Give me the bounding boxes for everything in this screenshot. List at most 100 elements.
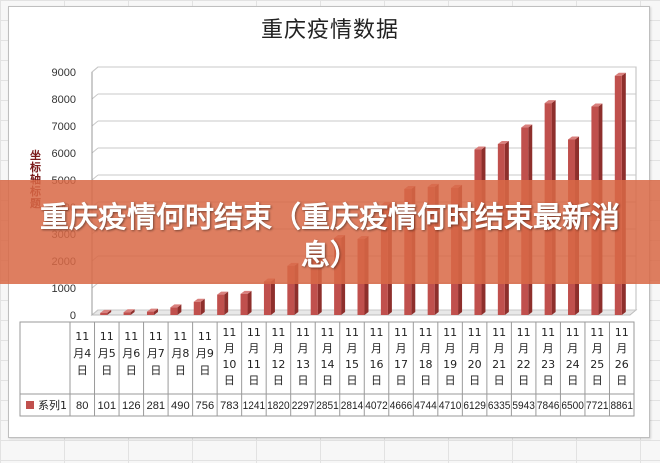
data-table-value: 8861 (610, 400, 633, 412)
x-tick-label: 18 (419, 358, 433, 371)
data-table-value: 4710 (439, 400, 462, 412)
bar-top (193, 298, 205, 302)
x-tick-label: 月 (297, 342, 308, 355)
bar (170, 307, 178, 315)
gridline-depth (91, 147, 99, 154)
gridline-depth (91, 120, 99, 127)
data-table-value: 281 (147, 400, 166, 412)
x-tick-label: 11 (271, 326, 285, 339)
x-tick-label: 14 (320, 358, 334, 371)
data-table-value: 6500 (561, 400, 584, 412)
bar-top (497, 140, 509, 144)
x-tick-label: 月 (347, 342, 358, 355)
x-tick-label: 日 (420, 374, 431, 387)
bar-side (224, 291, 229, 315)
x-tick-label: 日 (224, 374, 235, 387)
x-tick-label: 月 (273, 342, 284, 355)
x-tick-label: 月 (224, 342, 235, 355)
x-tick-label: 12 (271, 358, 285, 371)
x-tick-label: 11 (492, 326, 506, 339)
x-tick-label: 日 (297, 374, 308, 387)
bar-side (247, 290, 252, 315)
gridline-depth (91, 309, 99, 316)
bar-top (123, 309, 135, 313)
bar-top (240, 290, 252, 294)
bar-top (568, 136, 580, 140)
x-tick-label: 11 (370, 326, 384, 339)
x-tick-label: 11 (320, 326, 334, 339)
x-tick-label: 11 (149, 330, 163, 343)
data-table-value: 101 (97, 400, 116, 412)
x-tick-label: 月6 (122, 347, 140, 360)
x-tick-label: 月 (396, 342, 407, 355)
data-table-value: 756 (196, 400, 215, 412)
x-tick-label: 11 (517, 326, 531, 339)
x-tick-label: 月 (322, 342, 333, 355)
x-tick-label: 11 (566, 326, 580, 339)
data-table-value: 6129 (463, 400, 486, 412)
bar-side (153, 308, 158, 315)
bar (240, 293, 248, 315)
data-table-value: 5943 (512, 400, 535, 412)
bar-top (217, 291, 229, 295)
x-tick-label: 26 (615, 358, 629, 371)
data-table-value: 2297 (292, 400, 315, 412)
data-table-value: 2814 (341, 400, 364, 412)
bar-top (521, 124, 533, 128)
x-tick-label: 11 (173, 330, 187, 343)
bar (217, 294, 225, 315)
bar-side (270, 278, 275, 315)
x-tick-label: 11 (541, 326, 555, 339)
gridline-depth (91, 174, 99, 181)
bar (263, 281, 271, 315)
x-tick-label: 11 (419, 326, 433, 339)
x-tick-label: 月 (567, 342, 578, 355)
x-tick-label: 日 (150, 364, 161, 377)
gridline-depth (91, 93, 99, 100)
bar (193, 301, 201, 315)
x-tick-label: 日 (248, 374, 259, 387)
x-tick-label: 21 (492, 358, 506, 371)
data-table-value: 126 (122, 400, 141, 412)
bar-top (614, 72, 626, 76)
bar (287, 265, 295, 315)
x-tick-label: 24 (566, 358, 580, 371)
x-tick-label: 月9 (196, 347, 214, 360)
data-table-value: 1241 (243, 400, 266, 412)
x-tick-label: 11 (443, 326, 457, 339)
data-table-value: 4744 (414, 400, 437, 412)
x-tick-label: 11 (590, 326, 604, 339)
legend-swatch (26, 401, 34, 409)
x-tick-label: 17 (394, 358, 408, 371)
x-tick-label: 10 (222, 358, 236, 371)
x-tick-label: 日 (469, 374, 480, 387)
bar (100, 312, 108, 315)
x-tick-label: 11 (198, 330, 212, 343)
x-tick-label: 日 (371, 374, 382, 387)
x-tick-label: 22 (517, 358, 531, 371)
x-tick-label: 日 (567, 374, 578, 387)
data-table-value: 7721 (586, 400, 609, 412)
x-tick-label: 11 (394, 326, 408, 339)
data-table-value: 4666 (390, 400, 413, 412)
x-tick-label: 月 (420, 342, 431, 355)
x-tick-label: 25 (590, 358, 604, 371)
bar-top (591, 103, 603, 107)
data-table-value: 1820 (267, 400, 290, 412)
x-tick-label: 月4 (73, 347, 91, 360)
x-tick-label: 日 (543, 374, 554, 387)
data-table-value: 783 (220, 400, 239, 412)
bar (146, 311, 154, 315)
x-tick-label: 11 (345, 326, 359, 339)
x-tick-label: 11 (615, 326, 629, 339)
x-tick-label: 日 (175, 364, 186, 377)
data-table-frame (19, 321, 635, 417)
x-tick-label: 月 (469, 342, 480, 355)
bar-side (107, 309, 112, 315)
x-tick-label: 11 (247, 358, 261, 371)
bar-top (474, 146, 486, 150)
y-tick-label: 7000 (52, 121, 76, 133)
x-tick-label: 日 (616, 374, 627, 387)
x-tick-label: 日 (322, 374, 333, 387)
